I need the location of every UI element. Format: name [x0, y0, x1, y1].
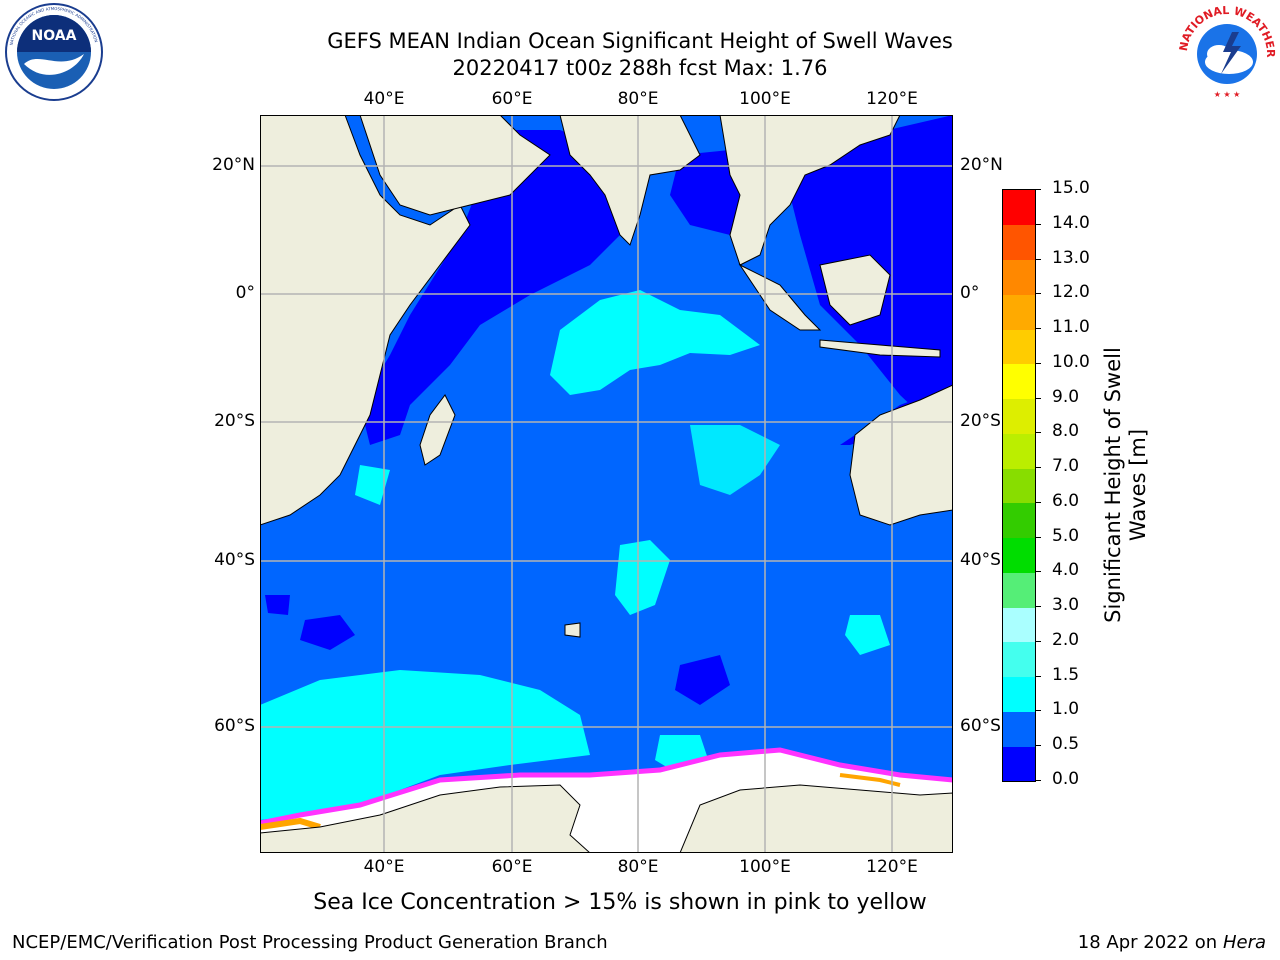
land-borneo — [819, 254, 891, 326]
lat-tick-label: 20°S — [960, 411, 1001, 431]
colorbar-swatch — [1003, 433, 1035, 469]
colorbar-tick-label: 12.0 — [1052, 282, 1090, 303]
high-swell-zone-southern — [260, 670, 590, 820]
colorbar-tick-mark — [1035, 293, 1041, 295]
noaa-logo-text: NOAA — [32, 28, 77, 44]
colorbar-tick-mark — [1035, 258, 1041, 260]
colorbar-swatch — [1003, 607, 1035, 643]
svg-text:★ ★ ★: ★ ★ ★ — [1214, 90, 1241, 99]
sea-ice-caption: Sea Ice Concentration > 15% is shown in … — [313, 890, 927, 915]
lat-tick-label: 40°S — [214, 550, 255, 570]
colorbar-tick-label: 3.0 — [1052, 595, 1080, 616]
colorbar-tick-label: 14.0 — [1052, 212, 1090, 233]
colorbar-tick-label: 4.0 — [1052, 560, 1080, 581]
colorbar-tick-mark — [1035, 328, 1041, 330]
colorbar-tick-mark — [1035, 467, 1041, 469]
map-frame — [259, 114, 954, 854]
lat-tick-label: 40°S — [960, 550, 1001, 570]
colorbar-tick-label: 8.0 — [1052, 421, 1080, 442]
colorbar-tick-label: 6.0 — [1052, 490, 1080, 511]
colorbar-tick-label: 13.0 — [1052, 247, 1090, 268]
noaa-logo: NOAA NATIONAL OCEANIC AND ATMOSPHERIC AD… — [4, 2, 104, 102]
graticule — [260, 115, 953, 853]
lat-tick-label: 20°N — [960, 155, 1003, 175]
colorbar-tick-label: 1.5 — [1052, 664, 1080, 685]
lat-tick-label: 60°S — [960, 716, 1001, 736]
nws-logo: NATIONAL WEATHER SERVICE ★ ★ ★ — [1173, 0, 1277, 102]
colorbar-tick-mark — [1035, 675, 1041, 677]
colorbar-tick-mark — [1035, 536, 1041, 538]
colorbar-swatch — [1003, 363, 1035, 400]
colorbar-swatch — [1003, 711, 1035, 747]
colorbar-swatch — [1003, 572, 1035, 608]
lon-tick-label: 60°E — [491, 89, 533, 109]
colorbar-swatch — [1003, 398, 1035, 434]
colorbar-tick-mark — [1035, 745, 1041, 747]
high-swell-zone-tropical — [550, 290, 760, 395]
low-swell-zone-arabian — [360, 130, 640, 445]
colorbar-tick-mark — [1035, 189, 1041, 190]
lon-tick-label: 120°E — [866, 89, 918, 109]
land-india — [559, 114, 701, 246]
colorbar-tick-label: 5.0 — [1052, 525, 1080, 546]
land-arabia — [359, 114, 551, 216]
colorbar-tick-label: 2.0 — [1052, 629, 1080, 650]
colorbar-swatch — [1003, 259, 1035, 295]
colorbar-tick-label: 11.0 — [1052, 317, 1090, 338]
colorbar-tick-mark — [1035, 640, 1041, 642]
colorbar-swatch — [1003, 224, 1035, 260]
swell-height-map — [259, 114, 954, 854]
colorbar-tick-label: 10.0 — [1052, 351, 1090, 372]
land-madagascar — [419, 394, 456, 466]
colorbar-swatch — [1003, 294, 1035, 330]
colorbar-tick-label: 1.0 — [1052, 699, 1080, 720]
footer-date: 18 Apr 2022 on Hera — [1077, 932, 1266, 953]
lat-tick-label: 60°S — [214, 716, 255, 736]
colorbar-swatch — [1003, 468, 1035, 504]
colorbar-swatch — [1003, 746, 1035, 782]
footer-credit: NCEP/EMC/Verification Post Processing Pr… — [12, 932, 608, 953]
colorbar-tick-mark — [1035, 780, 1041, 781]
colorbar-tick-label: 0.5 — [1052, 734, 1080, 755]
colorbar-swatch — [1003, 329, 1035, 365]
lon-tick-label: 100°E — [739, 89, 791, 109]
colorbar-tick-mark — [1035, 501, 1041, 503]
colorbar-tick-mark — [1035, 362, 1041, 364]
colorbar-swatch — [1003, 641, 1035, 678]
lon-tick-label: 40°E — [363, 857, 405, 877]
colorbar-tick-label: 0.0 — [1052, 769, 1080, 789]
map-subtitle: 20220417 t00z 288h fcst Max: 1.76 — [452, 56, 828, 80]
land-kerguelen — [564, 622, 581, 638]
colorbar-swatch — [1003, 537, 1035, 573]
colorbar-tick-mark — [1035, 397, 1041, 399]
colorbar — [1002, 189, 1036, 782]
ice-edge-orange — [259, 817, 321, 830]
colorbar-swatch — [1003, 502, 1035, 539]
colorbar-tick-mark — [1035, 571, 1041, 573]
lat-tick-label: 20°S — [214, 411, 255, 431]
lon-tick-label: 80°E — [617, 89, 659, 109]
colorbar-label: Significant Height of Swell Waves [m] — [1101, 347, 1150, 623]
lon-tick-label: 120°E — [866, 857, 918, 877]
colorbar-tick-mark — [1035, 432, 1041, 434]
map-title: GEFS MEAN Indian Ocean Significant Heigh… — [327, 29, 953, 53]
colorbar-tick-mark — [1035, 223, 1041, 225]
colorbar-tick-label: 9.0 — [1052, 386, 1080, 407]
colorbar-tick-mark — [1035, 606, 1041, 608]
colorbar-tick-label: 7.0 — [1052, 456, 1080, 477]
footer-host: Hera — [1222, 932, 1266, 953]
lon-tick-label: 100°E — [739, 857, 791, 877]
colorbar-tick-mark — [1035, 710, 1041, 712]
lat-tick-label: 20°N — [212, 155, 255, 175]
ice-edge-pink — [259, 747, 954, 826]
lon-tick-label: 80°E — [617, 857, 659, 877]
lat-tick-label: 0° — [960, 283, 980, 303]
land-australia — [849, 384, 954, 526]
lat-tick-label: 0° — [235, 283, 255, 303]
colorbar-swatch — [1003, 676, 1035, 712]
lon-tick-label: 40°E — [363, 89, 405, 109]
colorbar-swatch — [1003, 190, 1035, 226]
colorbar-tick-label: 15.0 — [1052, 178, 1090, 198]
lon-tick-label: 60°E — [491, 857, 533, 877]
